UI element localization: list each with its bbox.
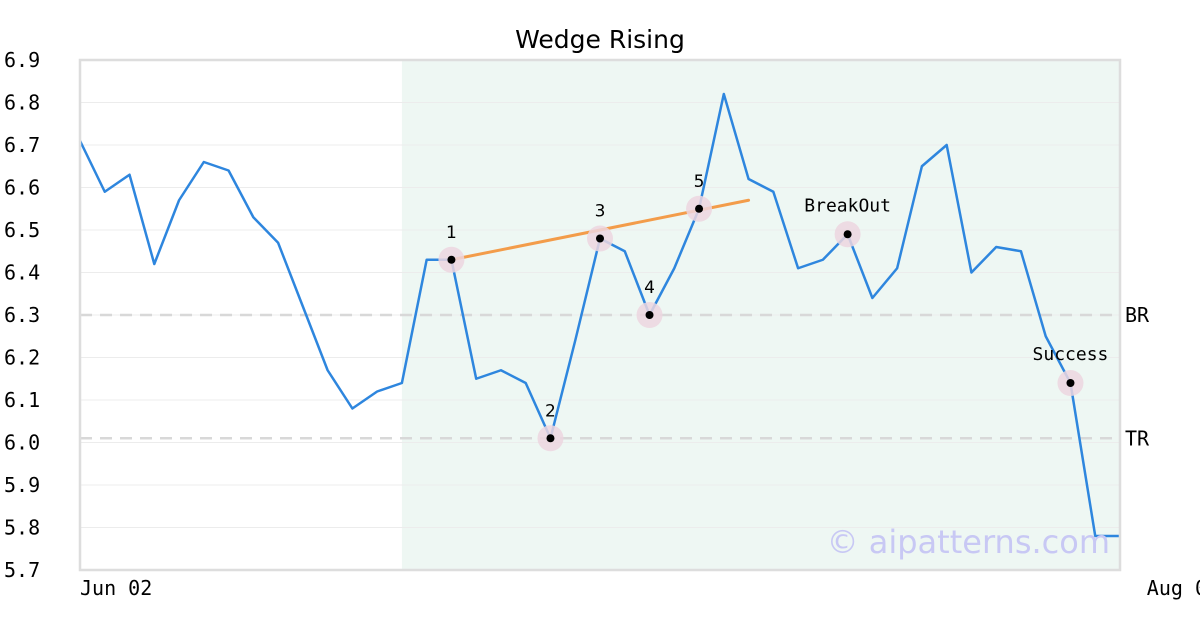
point-label-1: 1 [446,223,457,243]
x-tick-label: Aug 06 [1147,576,1200,600]
level-label-br: BR [1125,303,1150,327]
point-label-2: 2 [545,401,556,421]
point-label-success: Success [1033,344,1109,365]
plot-frame [78,58,1122,572]
y-tick-label: 5.7 [4,558,40,582]
y-tick-label: 6.9 [4,48,40,72]
chart-title: Wedge Rising [515,25,685,54]
point-label-5: 5 [694,172,705,192]
y-tick-label: 6.6 [4,176,40,200]
watermark: © aipatterns.com [827,523,1110,561]
point-marker-3 [596,234,604,243]
point-marker-2 [546,434,555,443]
point-marker-5 [695,204,704,213]
y-tick-label: 6.8 [4,91,40,115]
y-tick-label: 5.9 [4,473,40,497]
y-tick-label: 6.0 [4,431,40,455]
y-tick-label: 6.3 [4,303,40,327]
y-tick-label: 6.7 [4,133,40,157]
y-tick-label: 6.5 [4,218,40,242]
point-label-breakout: BreakOut [804,195,891,216]
x-tick-label: Jun 02 [80,576,152,600]
y-tick-label: 6.4 [4,261,40,285]
point-label-3: 3 [595,202,606,222]
point-label-4: 4 [644,278,655,298]
y-tick-label: 6.1 [4,388,40,412]
y-tick-label: 6.2 [4,346,40,370]
point-marker-4 [645,311,654,319]
point-marker-success [1066,379,1075,387]
point-marker-breakout [843,230,852,239]
level-label-tr: TR [1125,426,1150,450]
point-marker-1 [447,255,456,264]
y-tick-label: 5.8 [4,516,40,540]
